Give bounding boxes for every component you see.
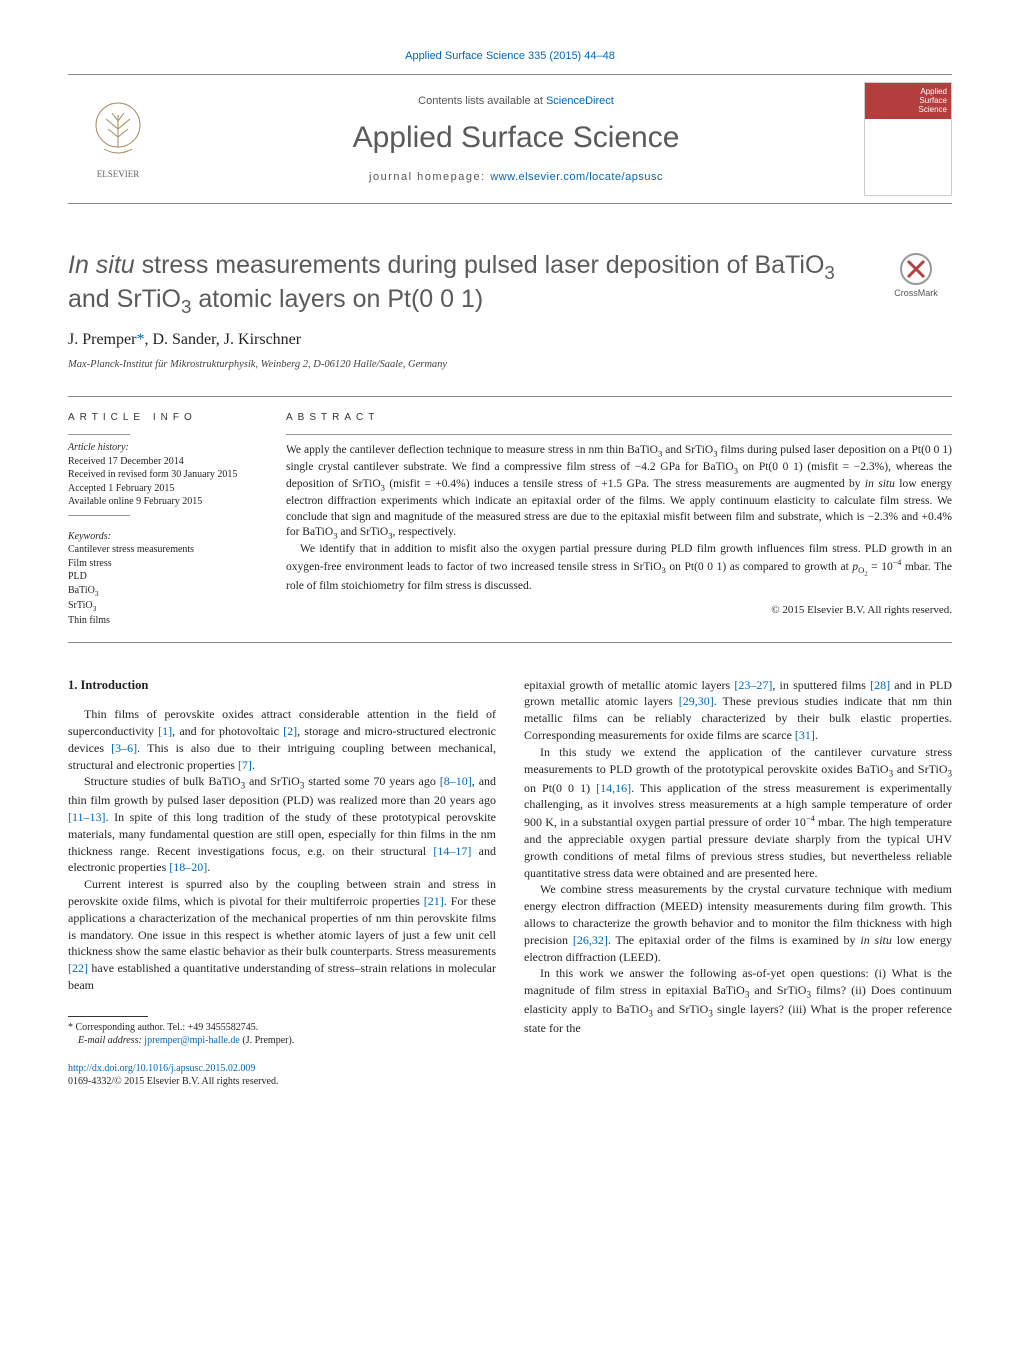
cite[interactable]: [23–27] bbox=[734, 678, 772, 692]
section-heading: 1. Introduction bbox=[68, 677, 496, 695]
affiliation: Max-Planck-Institut für Mikrostrukturphy… bbox=[68, 359, 952, 370]
email-who: (J. Premper). bbox=[240, 1035, 294, 1046]
article-info-col: ARTICLE INFO Article history: Received 1… bbox=[68, 397, 268, 642]
cite[interactable]: [18–20] bbox=[169, 860, 207, 874]
body-columns: 1. Introduction Thin films of perovskite… bbox=[68, 677, 952, 1089]
body-para: In this work we answer the following as-… bbox=[524, 965, 952, 1037]
doi-block: http://dx.doi.org/10.1016/j.apsusc.2015.… bbox=[68, 1062, 496, 1089]
authors: J. Premper*, D. Sander, J. Kirschner bbox=[68, 331, 952, 349]
contents-prefix: Contents lists available at bbox=[418, 95, 546, 107]
sciencedirect-link[interactable]: ScienceDirect bbox=[546, 95, 614, 107]
email-link[interactable]: jpremper@mpi-halle.de bbox=[144, 1035, 240, 1046]
abstract-col: ABSTRACT We apply the cantilever deflect… bbox=[268, 397, 952, 642]
keyword: BaTiO3 bbox=[68, 584, 256, 599]
page-root: Applied Surface Science 335 (2015) 44–48… bbox=[0, 0, 1020, 1129]
rule bbox=[286, 434, 952, 435]
crossmark-icon bbox=[899, 252, 933, 286]
cite[interactable]: [29,30] bbox=[679, 694, 714, 708]
crossmark-badge[interactable]: CrossMark bbox=[880, 252, 952, 298]
running-head: Applied Surface Science 335 (2015) 44–48 bbox=[68, 50, 952, 62]
header-center: Contents lists available at ScienceDirec… bbox=[168, 95, 864, 183]
cite[interactable]: [14,16] bbox=[596, 781, 631, 795]
cite[interactable]: [21] bbox=[424, 894, 444, 908]
homepage-link[interactable]: www.elsevier.com/locate/apsusc bbox=[490, 171, 663, 183]
footnote-rule bbox=[68, 1016, 148, 1017]
title-block: In situ stress measurements during pulse… bbox=[68, 250, 952, 319]
cite[interactable]: [11–13] bbox=[68, 810, 106, 824]
body-para: In this study we extend the application … bbox=[524, 744, 952, 882]
history-accepted: Accepted 1 February 2015 bbox=[68, 482, 256, 496]
article-info-heading: ARTICLE INFO bbox=[68, 411, 256, 425]
left-column: 1. Introduction Thin films of perovskite… bbox=[68, 677, 496, 1089]
journal-cover-thumb bbox=[864, 82, 952, 196]
crossmark-label: CrossMark bbox=[894, 288, 938, 298]
body-para: Current interest is spurred also by the … bbox=[68, 876, 496, 994]
keywords-block: Keywords: Cantilever stress measurements… bbox=[68, 530, 256, 628]
keyword: SrTiO3 bbox=[68, 599, 256, 614]
body-para: epitaxial growth of metallic atomic laye… bbox=[524, 677, 952, 744]
cite[interactable]: [31] bbox=[795, 728, 815, 742]
cite[interactable]: [26,32] bbox=[573, 933, 608, 947]
journal-header: ELSEVIER Contents lists available at Sci… bbox=[68, 74, 952, 204]
cite[interactable]: [14–17] bbox=[433, 844, 471, 858]
homepage-prefix: journal homepage: bbox=[369, 171, 490, 183]
abstract-p1: We apply the cantilever deflection techn… bbox=[286, 443, 952, 542]
cite[interactable]: [3–6] bbox=[111, 741, 137, 755]
cite[interactable]: [7] bbox=[238, 758, 252, 772]
homepage-line: journal homepage: www.elsevier.com/locat… bbox=[168, 171, 864, 183]
history-online: Available online 9 February 2015 bbox=[68, 495, 256, 509]
abstract-p2: We identify that in addition to misfit a… bbox=[286, 542, 952, 595]
cite[interactable]: [22] bbox=[68, 961, 88, 975]
rule bbox=[68, 434, 130, 435]
keyword: PLD bbox=[68, 570, 256, 584]
cite[interactable]: [28] bbox=[870, 678, 890, 692]
history-received: Received 17 December 2014 bbox=[68, 455, 256, 469]
keyword: Cantilever stress measurements bbox=[68, 543, 256, 557]
cite[interactable]: [1] bbox=[158, 724, 172, 738]
body-para: Thin films of perovskite oxides attract … bbox=[68, 706, 496, 773]
doi-link[interactable]: http://dx.doi.org/10.1016/j.apsusc.2015.… bbox=[68, 1063, 255, 1074]
keyword: Thin films bbox=[68, 614, 256, 628]
meta-abstract-row: ARTICLE INFO Article history: Received 1… bbox=[68, 396, 952, 643]
history-revised: Received in revised form 30 January 2015 bbox=[68, 468, 256, 482]
keywords-heading: Keywords: bbox=[68, 530, 256, 544]
issn-line: 0169-4332/© 2015 Elsevier B.V. All right… bbox=[68, 1076, 278, 1087]
keyword: Film stress bbox=[68, 557, 256, 571]
journal-title: Applied Surface Science bbox=[168, 121, 864, 155]
corresponding-note: * Corresponding author. Tel.: +49 345558… bbox=[68, 1021, 496, 1035]
right-column: epitaxial growth of metallic atomic laye… bbox=[524, 677, 952, 1089]
cite[interactable]: [2] bbox=[283, 724, 297, 738]
elsevier-logo: ELSEVIER bbox=[68, 99, 168, 179]
email-label: E-mail address: bbox=[78, 1035, 144, 1046]
history-heading: Article history: bbox=[68, 441, 256, 455]
corresponding-marker[interactable]: * bbox=[136, 331, 144, 348]
publisher-label: ELSEVIER bbox=[97, 169, 140, 179]
footnotes: * Corresponding author. Tel.: +49 345558… bbox=[68, 1021, 496, 1048]
copyright: © 2015 Elsevier B.V. All rights reserved… bbox=[286, 603, 952, 618]
body-para: Structure studies of bulk BaTiO3 and SrT… bbox=[68, 773, 496, 876]
tree-icon bbox=[86, 99, 150, 167]
body-para: We combine stress measurements by the cr… bbox=[524, 881, 952, 965]
article-title: In situ stress measurements during pulse… bbox=[68, 250, 952, 319]
rule bbox=[68, 515, 130, 516]
abstract-heading: ABSTRACT bbox=[286, 411, 952, 425]
contents-line: Contents lists available at ScienceDirec… bbox=[168, 95, 864, 107]
email-line: E-mail address: jpremper@mpi-halle.de (J… bbox=[68, 1034, 496, 1048]
cite[interactable]: [8–10] bbox=[440, 774, 472, 788]
